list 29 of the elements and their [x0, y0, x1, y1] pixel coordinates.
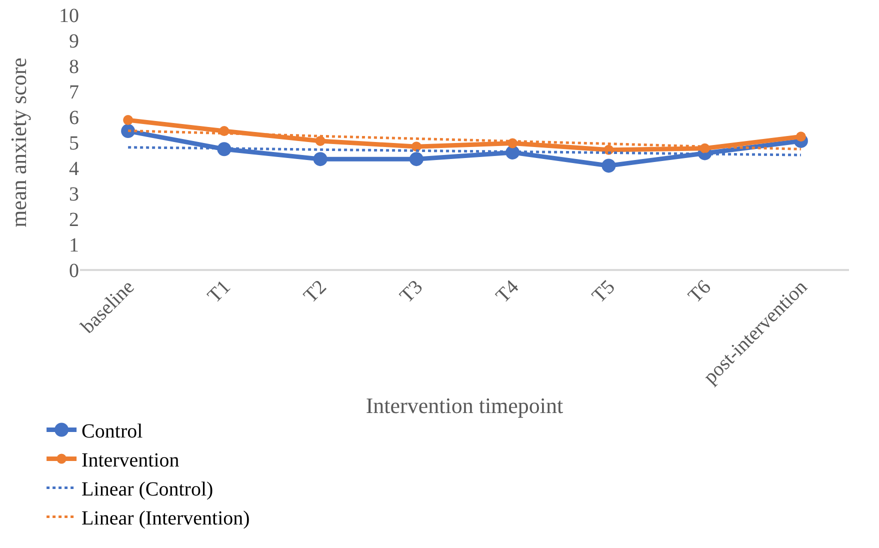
x-tick-label: T1: [204, 276, 235, 308]
x-tick-label: T5: [588, 276, 620, 308]
y-tick-label: 5: [69, 132, 79, 154]
point: [602, 158, 616, 173]
point: [121, 124, 136, 138]
y-tick-label: 6: [69, 107, 79, 129]
point: [411, 142, 422, 152]
x-axis-title: Intervention timepoint: [366, 393, 564, 418]
legend-label: Linear (Control): [82, 478, 214, 501]
legend-label: Linear (Intervention): [82, 508, 250, 530]
y-tick-label: 1: [69, 234, 79, 256]
legend-label: Control: [82, 420, 144, 443]
y-tick-label: 7: [69, 82, 79, 104]
x-tick-label: T4: [492, 276, 524, 308]
point: [315, 136, 326, 146]
y-tick-label: 10: [59, 5, 79, 27]
y-tick-label: 3: [69, 184, 79, 206]
y-tick-label: 8: [69, 56, 79, 78]
point: [313, 152, 328, 166]
legend-label: Intervention: [82, 450, 180, 472]
point: [123, 115, 134, 126]
y-tick-label: 0: [69, 260, 79, 282]
y-tick-label: 4: [69, 158, 79, 180]
y-axis-title: mean anxiety score: [6, 58, 31, 228]
point: [409, 152, 424, 166]
y-tick-label: 9: [69, 30, 79, 52]
x-tick-label: T3: [396, 276, 428, 308]
y-tick-label: 2: [69, 209, 79, 231]
x-tick-label: T2: [300, 276, 331, 308]
